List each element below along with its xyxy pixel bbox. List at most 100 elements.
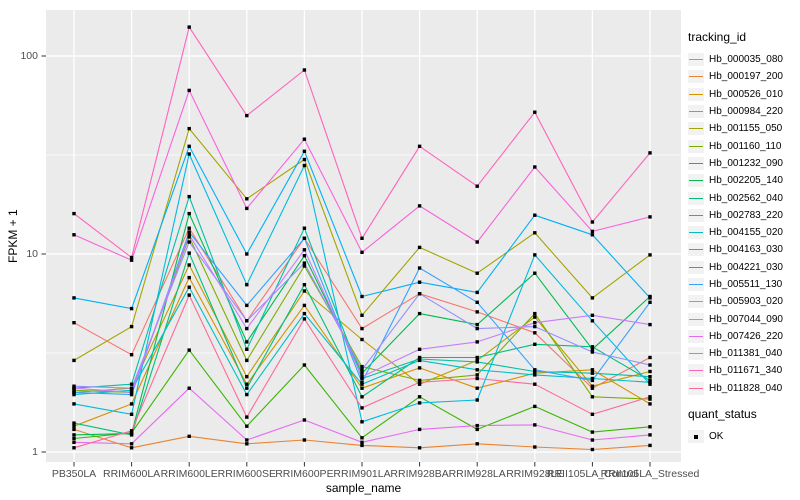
- legend-item-Hb_005511_130: Hb_005511_130: [688, 276, 800, 293]
- legend-item-label: Hb_004155_020: [709, 227, 783, 239]
- data-point-marker: [360, 364, 364, 369]
- legend-quant-items: OK: [688, 428, 800, 445]
- data-point-marker: [360, 376, 364, 381]
- data-point-marker: [590, 229, 595, 234]
- legend-key-line-icon: [688, 329, 704, 343]
- data-point-marker: [187, 211, 191, 216]
- data-point-marker: [590, 378, 595, 383]
- data-point-marker: [302, 289, 307, 293]
- legend-item-label: Hb_002205_140: [709, 175, 783, 187]
- data-point-marker: [187, 233, 191, 237]
- legend-key-line-icon: [688, 139, 704, 153]
- legend-item-Hb_000035_080: Hb_000035_080: [688, 51, 800, 68]
- legend-key-line-icon: [688, 278, 704, 291]
- data-point-marker: [533, 368, 537, 372]
- data-point-marker: [187, 230, 191, 234]
- legend-item-label: Hb_005903_020: [709, 296, 783, 308]
- data-point-marker: [590, 395, 595, 399]
- data-point-marker: [187, 226, 191, 230]
- legend-item-label: Hb_004163_030: [709, 244, 783, 256]
- x-tick-label: RRII105LA_Control: [546, 468, 638, 480]
- data-point-marker: [129, 255, 134, 260]
- data-point-marker: [72, 446, 76, 450]
- legend-item-label: Hb_005511_130: [709, 279, 783, 290]
- data-point-marker: [187, 25, 191, 29]
- x-tick-label: RRIM928LA: [448, 468, 506, 480]
- x-tick-label: RRIM928BA: [390, 468, 449, 480]
- data-point-marker: [417, 446, 422, 450]
- data-point-marker: [590, 438, 595, 442]
- data-point-marker: [129, 306, 134, 311]
- data-point-marker: [129, 386, 134, 390]
- legend-item-Hb_004155_020: Hb_004155_020: [688, 224, 800, 241]
- legend-item-Hb_001232_090: Hb_001232_090: [688, 155, 800, 172]
- data-point-marker: [533, 404, 537, 409]
- data-point-marker: [590, 313, 595, 317]
- data-point-marker: [187, 263, 191, 267]
- data-point-marker: [590, 345, 595, 349]
- data-point-marker: [245, 415, 249, 419]
- data-point-marker: [360, 382, 364, 386]
- data-point-marker: [187, 152, 191, 156]
- x-tick-label: RRIM600PE: [275, 468, 334, 480]
- x-tick-label: RRII105LA_Stressed: [600, 468, 700, 480]
- data-point-marker: [475, 442, 479, 446]
- data-point-marker: [72, 296, 76, 300]
- legend-item-label: Hb_007044_090: [709, 313, 783, 325]
- data-point-marker: [360, 436, 364, 440]
- legend-key-line-icon: [688, 87, 704, 101]
- legend-item-Hb_007044_090: Hb_007044_090: [688, 310, 800, 327]
- data-point-marker: [302, 137, 307, 141]
- data-point-marker: [187, 194, 191, 199]
- legend-item-label: Hb_011828_040: [709, 382, 783, 394]
- data-point-marker: [245, 392, 249, 397]
- legend-item-label: Hb_004221_030: [709, 261, 783, 273]
- data-point-marker: [302, 363, 307, 367]
- data-point-marker: [187, 126, 191, 131]
- y-axis-title: FPKM + 1: [6, 209, 20, 263]
- data-point-marker: [129, 429, 134, 433]
- data-point-marker: [245, 358, 249, 363]
- data-point-marker: [72, 440, 76, 444]
- data-point-marker: [590, 296, 595, 300]
- data-point-marker: [302, 248, 307, 252]
- data-point-marker: [360, 395, 364, 399]
- legend-item-Hb_004221_030: Hb_004221_030: [688, 259, 800, 276]
- data-point-marker: [245, 283, 249, 287]
- legend-title-quant-status: quant_status: [688, 406, 757, 421]
- data-point-marker: [129, 442, 134, 446]
- data-point-marker: [648, 375, 652, 379]
- data-point-marker: [590, 350, 595, 354]
- data-point-marker: [245, 252, 249, 256]
- x-tick-label: RRIM600SE: [217, 468, 276, 480]
- data-point-marker: [360, 236, 364, 240]
- legend-item-Hb_011671_340: Hb_011671_340: [688, 362, 800, 379]
- data-point-marker: [475, 368, 479, 372]
- x-tick-label: RRIM600LE: [160, 468, 218, 480]
- data-point-marker: [302, 236, 307, 240]
- data-point-marker: [417, 427, 422, 432]
- data-point-marker: [302, 226, 307, 230]
- legend-key-line-icon: [688, 174, 704, 188]
- legend-key-line-icon: [688, 208, 704, 222]
- legend: tracking_id Hb_000035_080 Hb_000197_200 Hb…: [688, 30, 800, 445]
- legend-item-label: Hb_011381_040: [709, 348, 783, 360]
- legend-item-label: OK: [709, 431, 724, 443]
- legend-key-line-icon: [688, 226, 704, 240]
- legend-key-line-icon: [688, 381, 704, 395]
- data-point-marker: [648, 395, 652, 399]
- y-tick-label: 100: [20, 50, 38, 62]
- legend-item-label: Hb_011671_340: [709, 365, 783, 377]
- legend-item-label: Hb_000197_200: [709, 71, 783, 83]
- legend-item-Hb_002205_140: Hb_002205_140: [688, 172, 800, 189]
- legend-item-Hb_000526_010: Hb_000526_010: [688, 86, 800, 103]
- data-point-marker: [475, 423, 479, 428]
- legend-tracking-items: Hb_000035_080 Hb_000197_200 Hb_000526_010 H…: [688, 51, 800, 397]
- data-point-marker: [72, 388, 76, 392]
- data-point-marker: [417, 245, 422, 250]
- data-point-marker: [245, 386, 249, 390]
- data-point-marker: [475, 290, 479, 295]
- data-point-marker: [302, 68, 307, 72]
- legend-item-label: Hb_000984_220: [709, 106, 783, 118]
